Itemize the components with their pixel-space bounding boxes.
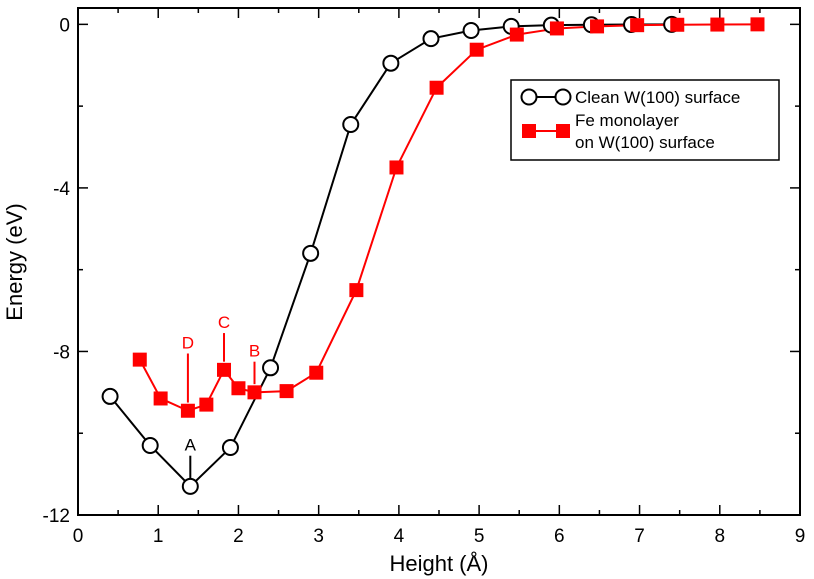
data-point-fe — [509, 27, 524, 42]
data-point-fe — [279, 384, 294, 399]
data-point-clean — [101, 387, 119, 405]
data-point-clean — [181, 477, 199, 495]
x-tick-label-4: 4 — [394, 526, 405, 547]
x-tick-label-7: 7 — [634, 526, 645, 547]
data-point-fe — [217, 362, 232, 377]
plot-frame — [77, 7, 801, 516]
data-point-fe — [247, 385, 262, 400]
data-point-fe — [153, 391, 168, 406]
data-point-fe — [549, 21, 564, 36]
x-tick-label-8: 8 — [714, 526, 725, 547]
legend-clean-marker-left — [520, 88, 538, 106]
data-point-clean — [382, 54, 400, 72]
x-tick-label-6: 6 — [554, 526, 565, 547]
y-tick-label-0: 0 — [59, 15, 70, 36]
y-tick-label--12: -12 — [43, 506, 70, 527]
annotation-label-a: A — [185, 436, 197, 455]
x-tick-label-9: 9 — [795, 526, 806, 547]
data-point-fe — [469, 42, 484, 57]
x-tick-label-2: 2 — [233, 526, 244, 547]
data-point-fe — [349, 283, 364, 298]
data-point-fe — [199, 397, 214, 412]
data-point-clean — [342, 116, 360, 134]
data-point-fe — [389, 160, 404, 175]
legend-clean-label: Clean W(100) surface — [575, 88, 740, 107]
data-point-fe — [429, 80, 444, 95]
data-point-clean — [302, 244, 320, 262]
data-point-fe — [231, 381, 246, 396]
legend-clean-marker-right — [554, 88, 572, 106]
data-point-fe — [750, 17, 765, 32]
x-tick-label-1: 1 — [153, 526, 164, 547]
data-point-clean — [262, 359, 280, 377]
data-point-clean — [141, 436, 159, 454]
data-point-clean — [422, 30, 440, 48]
legend-fe-label-line2: on W(100) surface — [575, 133, 715, 152]
x-axis-title: Height (Å) — [389, 551, 488, 576]
data-point-fe — [180, 403, 195, 418]
x-tick-label-5: 5 — [474, 526, 485, 547]
annotation-label-c: C — [218, 313, 230, 332]
data-point-fe — [590, 19, 605, 34]
y-axis-title: Energy (eV) — [2, 203, 27, 320]
data-point-fe — [630, 18, 645, 33]
data-point-fe — [132, 352, 147, 367]
y-tick-label--4: -4 — [53, 179, 70, 200]
annotation-label-d: D — [182, 333, 194, 352]
legend-fe-marker-right — [556, 124, 570, 138]
data-point-fe — [710, 17, 725, 32]
data-point-fe — [670, 17, 685, 32]
legend-fe-label-line1: Fe monolayer — [575, 111, 679, 130]
legend-fe-marker-left — [522, 124, 536, 138]
x-tick-label-3: 3 — [313, 526, 324, 547]
data-point-fe — [309, 365, 324, 380]
data-point-clean — [462, 21, 480, 39]
data-point-clean — [221, 439, 239, 457]
x-tick-label-0: 0 — [73, 526, 84, 547]
y-tick-label--8: -8 — [53, 342, 70, 363]
legend: Clean W(100) surface Fe monolayer on W(1… — [510, 79, 780, 161]
annotation-label-b: B — [249, 342, 260, 361]
